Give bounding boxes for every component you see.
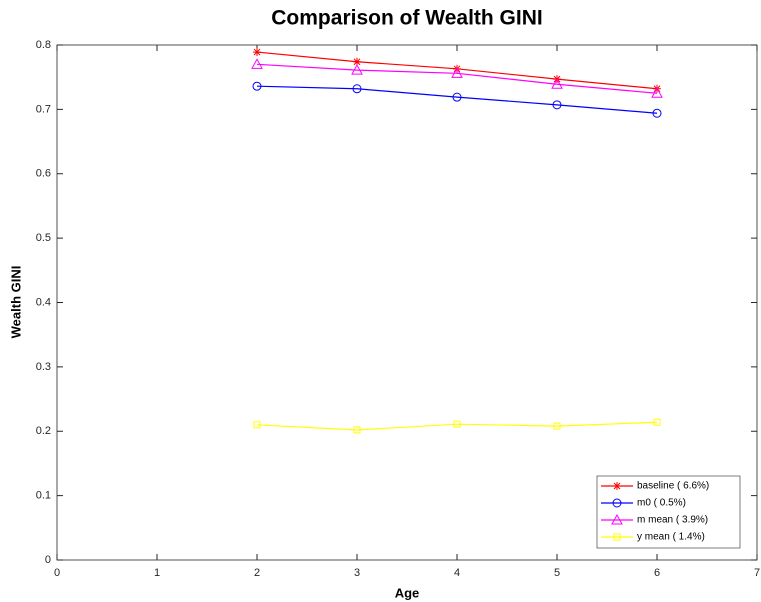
x-tick-label: 0	[54, 567, 60, 579]
legend-label: y mean ( 1.4%)	[637, 532, 705, 543]
marker	[612, 498, 622, 508]
marker	[652, 108, 662, 118]
y-tick-label: 0.8	[36, 39, 51, 51]
y-tick-label: 0	[45, 554, 51, 566]
x-tick-label: 6	[654, 567, 660, 579]
y-tick-label: 0.2	[36, 425, 51, 437]
series-line	[256, 85, 658, 114]
marker	[352, 84, 362, 94]
y-axis-label: Wealth GINI	[8, 266, 23, 339]
x-tick-label: 7	[754, 567, 760, 579]
x-tick-label: 4	[454, 567, 460, 579]
marker	[252, 81, 262, 91]
marker	[251, 58, 263, 69]
x-tick-label: 3	[354, 567, 360, 579]
x-tick-label: 2	[254, 567, 260, 579]
marker	[551, 78, 563, 89]
marker	[253, 421, 261, 429]
series-line	[256, 421, 658, 431]
x-tick-label: 5	[554, 567, 560, 579]
marker	[452, 92, 462, 102]
legend: baseline ( 6.6%) m0 ( 0.5%) m mean ( 3.9%)…	[596, 475, 741, 549]
x-axis-label: Age	[395, 585, 420, 600]
y-tick-label: 0.1	[36, 490, 51, 502]
marker	[611, 513, 623, 525]
legend-label: m mean ( 3.9%)	[637, 515, 708, 526]
marker	[353, 57, 361, 66]
y-tick-label: 0.3	[36, 361, 51, 373]
marker	[552, 100, 562, 110]
legend-label: m0 ( 0.5%)	[637, 498, 686, 509]
marker	[451, 67, 463, 78]
marker	[453, 420, 461, 428]
y-tick-label: 0.6	[36, 168, 51, 180]
marker	[653, 418, 661, 426]
marker	[613, 482, 621, 490]
marker	[613, 533, 621, 541]
y-tick-label: 0.7	[36, 103, 51, 115]
series-line	[256, 63, 658, 94]
marker	[353, 426, 361, 434]
y-tick-label: 0.5	[36, 232, 51, 244]
x-tick-label: 1	[154, 567, 160, 579]
marker	[253, 48, 261, 57]
marker	[351, 64, 363, 75]
marker	[651, 87, 663, 98]
legend-label: baseline ( 6.6%)	[637, 481, 709, 492]
chart-title: Comparison of Wealth GINI	[271, 7, 542, 30]
legend-box	[596, 475, 741, 549]
y-tick-label: 0.4	[36, 296, 51, 308]
marker	[553, 422, 561, 430]
